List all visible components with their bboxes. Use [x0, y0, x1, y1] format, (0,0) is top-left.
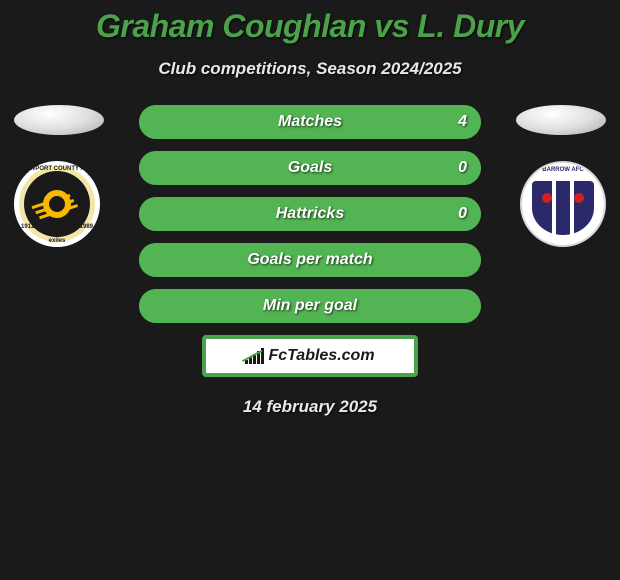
stat-row: Min per goal [139, 289, 481, 323]
stat-value-right: 0 [458, 197, 467, 231]
stat-label: Goals [288, 159, 332, 177]
comparison-content: NEWPORT COUNTY AFC 1912 1989 exiles BARR… [0, 105, 620, 417]
stat-label: Min per goal [263, 297, 357, 315]
stat-row: Goals 0 [139, 151, 481, 185]
player-photo-right [516, 105, 606, 135]
stat-row: Matches 4 [139, 105, 481, 139]
stat-list: Matches 4 Goals 0 Hattricks 0 Goals per match M… [139, 105, 481, 323]
stat-label: Goals per match [247, 251, 372, 269]
crest-right-top-text: BARROW AFC [522, 167, 604, 173]
stat-value-right: 4 [458, 105, 467, 139]
player-photo-left [14, 105, 104, 135]
brand-chart-icon [245, 348, 264, 364]
stat-value-right: 0 [458, 151, 467, 185]
date-line: 14 february 2025 [0, 397, 620, 417]
crest-left-year-right: 1989 [80, 224, 93, 230]
stat-label: Hattricks [276, 205, 344, 223]
brand-box: FcTables.com [202, 335, 418, 377]
stat-row: Hattricks 0 [139, 197, 481, 231]
crest-left-bottom-text: exiles [19, 238, 95, 244]
club-crest-left: NEWPORT COUNTY AFC 1912 1989 exiles [14, 161, 100, 247]
page-subtitle: Club competitions, Season 2024/2025 [0, 59, 620, 79]
crest-left-year-left: 1912 [21, 224, 34, 230]
brand-text: FcTables.com [268, 347, 374, 365]
page-title: Graham Coughlan vs L. Dury [0, 0, 620, 45]
stat-row: Goals per match [139, 243, 481, 277]
stat-label: Matches [278, 113, 342, 131]
club-crest-right: BARROW AFC [520, 161, 606, 247]
